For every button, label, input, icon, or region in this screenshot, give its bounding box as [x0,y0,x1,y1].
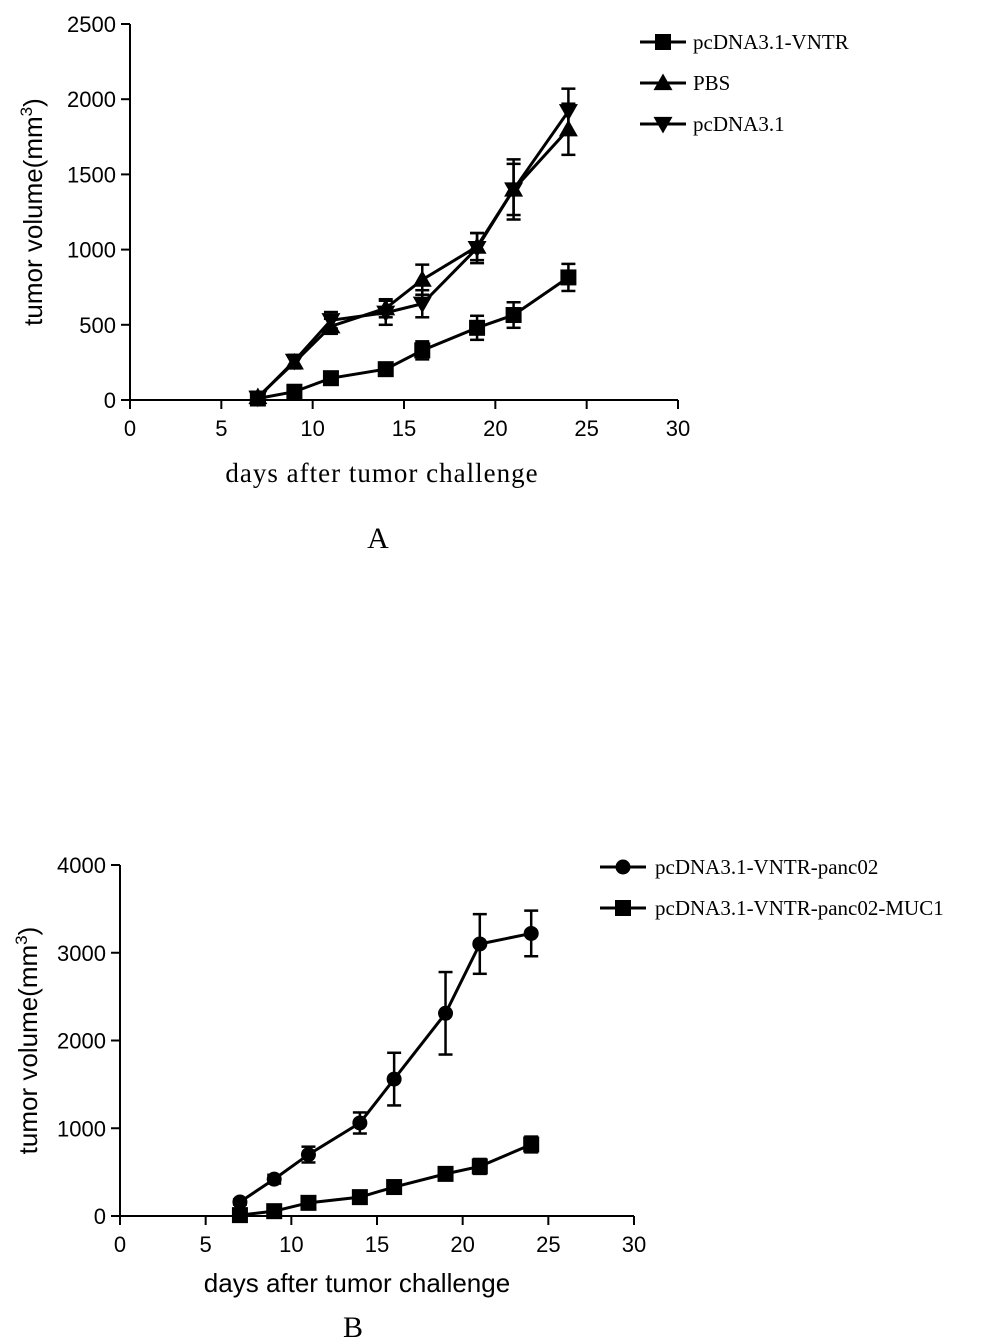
y-tick-label: 4000 [57,853,106,878]
data-point [505,307,522,324]
x-axis-title: days after tumor challenge [225,458,538,488]
panel-label: A [367,522,389,555]
axes [121,23,679,409]
data-point [377,361,394,378]
y-axis-title-superscript: 3 [17,107,36,116]
y-tick-label: 0 [104,388,116,413]
y-tick-label: 1500 [67,162,116,187]
y-tick-label: 1000 [67,238,116,263]
legend-marker [655,34,671,50]
y-tick-label: 500 [79,313,116,338]
axes [111,864,635,1225]
x-tick-label: 15 [392,416,416,441]
series-pcdna3-1-vntr-panc02 [232,909,539,1210]
data-point [322,370,339,387]
legend-label: pcDNA3.1 [693,112,785,136]
legend-entry: pcDNA3.1-VNTR [640,30,849,54]
y-tick-label: 1000 [57,1116,106,1141]
data-point [471,1158,488,1175]
data-point [266,1203,283,1220]
data-point [376,305,396,323]
legend-label: PBS [693,71,730,95]
data-point [412,296,432,314]
data-point [386,1179,403,1196]
x-tick-label: 5 [200,1232,212,1257]
data-point [321,313,341,330]
x-tick-label: 10 [279,1232,303,1257]
data-point [286,383,303,400]
data-point [300,1194,317,1211]
y-axis-title-text: tumor volume(mm [18,116,48,325]
data-point [386,1071,402,1087]
data-point [284,353,304,371]
y-tick-label: 2500 [67,12,116,37]
legend-marker [615,900,631,916]
data-point [232,1194,248,1210]
chart-panel-a: 0 5 10 15 20 25 30 0 500 1000 1500 2000 2500 days aft… [17,12,849,555]
legend-entry: pcDNA3.1-VNTR-panc02 [600,855,878,879]
legend-marker [653,73,673,91]
x-tick-label: 15 [365,1232,389,1257]
legend-label: pcDNA3.1-VNTR [693,30,849,54]
panel-label: B [343,1311,363,1344]
data-point [467,240,487,258]
x-tick-label: 10 [300,416,324,441]
y-tick-label: 2000 [67,87,116,112]
y-axis-title-close: ) [18,98,48,107]
data-point [266,1171,282,1187]
x-tick-label: 20 [450,1232,474,1257]
legend-label: pcDNA3.1-VNTR-panc02 [655,855,878,879]
data-point [523,925,539,941]
y-axis-title-close: ) [13,927,43,936]
series-line [239,1143,532,1217]
legend-entry: PBS [640,71,730,95]
x-tick-label: 25 [574,416,598,441]
legend-entry: pcDNA3.1 [640,112,785,136]
legend-label: pcDNA3.1-VNTR-panc02-MUC1 [655,896,944,920]
data-point [351,1189,368,1206]
x-axis-title: days after tumor challenge [204,1268,510,1298]
y-tick-label: 2000 [57,1029,106,1054]
data-point [469,319,486,336]
x-tick-label: 30 [666,416,690,441]
x-tick-label: 5 [215,416,227,441]
y-tick-label: 3000 [57,941,106,966]
data-point [412,270,432,287]
data-point [558,104,578,121]
y-axis-title: tumor volume(mm3) [12,927,43,1155]
data-point [523,1136,540,1153]
data-point [352,1115,368,1131]
data-point [300,1147,316,1163]
x-tick-label: 30 [622,1232,646,1257]
data-point [437,1165,454,1182]
legend-marker [653,116,673,134]
x-tick-label: 25 [536,1232,560,1257]
data-point [414,342,431,359]
data-point [560,269,577,286]
legend-entry: pcDNA3.1-VNTR-panc02-MUC1 [600,896,944,920]
y-axis-title: tumor volume(mm3) [17,98,48,326]
data-point [248,390,268,408]
data-point [438,1005,454,1021]
data-point [231,1207,248,1224]
series-line [257,276,570,400]
chart-panel-b: 0 5 10 15 20 25 30 0 1000 2000 3000 4000 days after … [12,853,944,1344]
x-tick-label: 20 [483,416,507,441]
x-tick-label: 0 [124,416,136,441]
y-axis-title-text: tumor volume(mm [13,945,43,1154]
series-pcdna3-1-vntr-panc02-muc1 [231,1135,540,1224]
x-tick-label: 0 [114,1232,126,1257]
series-pcdna3-1 [248,87,578,408]
series-pcdna3-1-vntr [249,262,577,407]
y-axis-title-superscript: 3 [12,935,31,944]
data-point [504,182,524,199]
legend-marker [615,859,631,875]
data-point [472,936,488,952]
y-tick-label: 0 [94,1204,106,1229]
series-line [256,128,570,399]
